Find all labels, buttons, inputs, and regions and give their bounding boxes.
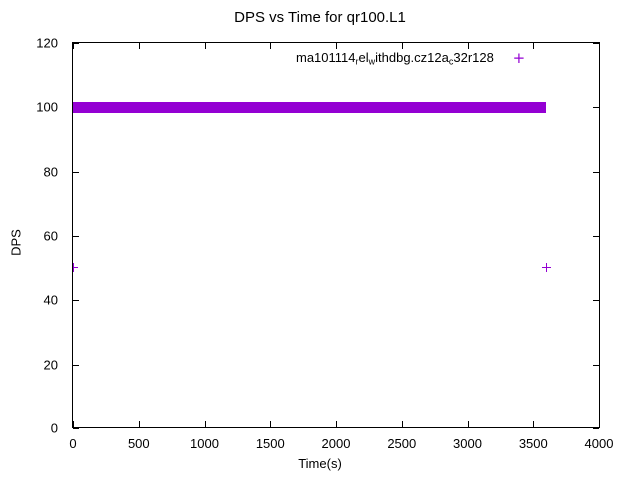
x-tick-label-3500: 3500	[518, 436, 548, 451]
plot-frame	[72, 42, 600, 429]
data-series-layer	[73, 43, 599, 427]
x-tick-label-500: 500	[127, 436, 150, 451]
x-tick-2000-top	[336, 43, 337, 49]
x-tick-label-1500: 1500	[255, 436, 285, 451]
y-tick-label-100: 100	[36, 99, 58, 115]
x-tick-label-2000: 2000	[321, 436, 351, 451]
y-tick-20-right	[593, 364, 599, 366]
legend-series-label: ma101114relwithdbg.cz12ac32r128	[296, 49, 494, 67]
x-tick-3500	[533, 421, 535, 427]
y-tick-label-40: 40	[43, 292, 58, 308]
data-dense-band	[73, 101, 547, 113]
legend: ma101114relwithdbg.cz12ac32r128 +	[296, 47, 544, 69]
x-tick-1000-top	[204, 43, 206, 49]
y-tick-120-right	[593, 43, 599, 44]
y-tick-20	[73, 364, 79, 366]
y-tick-80-right	[593, 171, 599, 173]
x-tick-1500	[270, 421, 272, 427]
y-tick-0	[73, 428, 79, 429]
x-axis-title: Time(s)	[298, 456, 342, 471]
x-tick-4000	[599, 421, 600, 427]
y-tick-100-right	[593, 107, 599, 109]
data-point	[541, 263, 551, 273]
chart-title: DPS vs Time for qr100.L1	[234, 9, 406, 26]
y-tick-label-120: 120	[36, 35, 58, 51]
x-tick-500-top	[138, 43, 140, 49]
x-tick-0-top	[73, 43, 74, 49]
y-tick-40-right	[593, 300, 599, 302]
y-tick-120	[73, 43, 79, 44]
x-tick-label-3000: 3000	[453, 436, 482, 451]
y-tick-80	[73, 171, 79, 173]
legend-plus-icon: +	[512, 48, 526, 67]
x-tick-1000	[204, 421, 206, 427]
x-tick-label-2500: 2500	[387, 436, 417, 451]
y-tick-60-right	[593, 236, 599, 237]
x-tick-label-4000: 4000	[584, 436, 614, 451]
x-tick-3000-top	[467, 43, 469, 49]
x-tick-label-0: 0	[69, 436, 77, 451]
y-tick-40	[73, 300, 79, 302]
y-tick-label-0: 0	[50, 420, 58, 436]
data-point	[73, 263, 78, 273]
x-tick-1500-top	[270, 43, 272, 49]
y-tick-60	[73, 236, 79, 237]
x-tick-2500	[401, 421, 403, 427]
y-axis-title: DPS	[8, 229, 24, 256]
x-tick-0	[73, 421, 74, 427]
y-tick-0-right	[593, 428, 599, 429]
x-tick-2000	[336, 421, 337, 427]
x-tick-500	[138, 421, 140, 427]
y-tick-label-80: 80	[43, 164, 58, 180]
y-tick-label-20: 20	[43, 357, 58, 373]
x-tick-3500-top	[533, 43, 535, 49]
x-tick-3000	[467, 421, 469, 427]
y-tick-label-60: 60	[43, 228, 58, 244]
x-tick-2500-top	[401, 43, 403, 49]
x-tick-4000-top	[599, 43, 600, 49]
x-tick-label-1000: 1000	[190, 436, 219, 451]
